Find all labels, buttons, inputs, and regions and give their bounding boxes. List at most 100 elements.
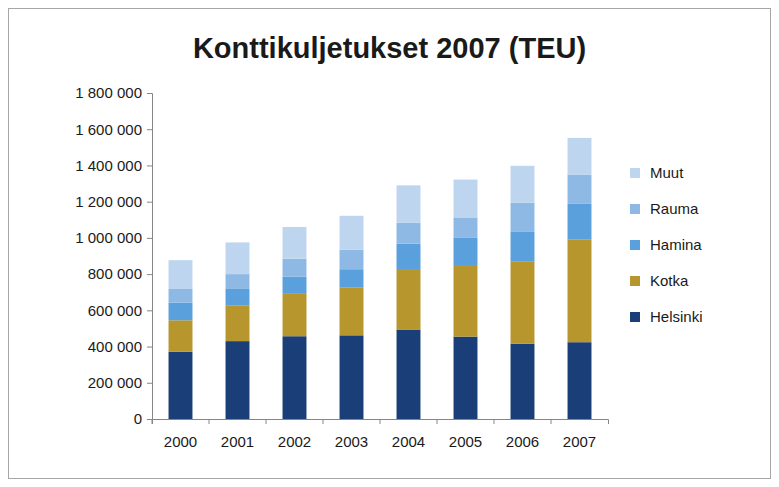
bar — [397, 244, 421, 269]
x-tick-mark — [209, 419, 210, 424]
x-tick: 2006 — [494, 419, 539, 450]
legend-item: Hamina — [630, 236, 702, 253]
plot: 0 200 000 400 000 600 000 800 000 1 000 000 1 … — [75, 84, 608, 449]
y-tick-label: 0 — [134, 410, 142, 427]
legend-item: Kotka — [630, 272, 689, 289]
bar — [568, 175, 592, 204]
legend-item: Rauma — [630, 200, 699, 217]
legend-label: Rauma — [650, 200, 699, 217]
y-tick: 1 800 000 — [75, 84, 152, 101]
y-tick: 600 000 — [88, 302, 152, 319]
x-tick-mark — [380, 419, 381, 424]
x-tick: 2000 — [152, 419, 197, 450]
y-tick-label: 1 400 000 — [75, 157, 142, 174]
y-tick-mark — [147, 347, 152, 348]
bar — [283, 336, 307, 419]
legend: Muut Rauma Hamina Kotka Helsinki — [630, 164, 703, 325]
x-tick-label: 2003 — [335, 433, 368, 450]
x-tick-label: 2005 — [449, 433, 482, 450]
bar — [169, 320, 193, 351]
y-tick-label: 200 000 — [88, 374, 142, 391]
y-tick-mark — [147, 419, 152, 420]
bar — [340, 335, 364, 419]
legend-swatch — [630, 240, 640, 250]
bar — [340, 250, 364, 270]
bar — [340, 216, 364, 250]
x-tick: 2003 — [323, 419, 368, 450]
x-tick-label: 2006 — [506, 433, 539, 450]
y-tick-label: 1 200 000 — [75, 193, 142, 210]
y-tick: 1 400 000 — [75, 157, 152, 174]
x-tick-label: 2007 — [563, 433, 596, 450]
x-tick: 2005 — [437, 419, 482, 450]
bar — [454, 266, 478, 337]
bar — [283, 293, 307, 336]
y-tick: 200 000 — [88, 374, 152, 391]
legend-label: Kotka — [650, 272, 689, 289]
bar — [226, 341, 250, 419]
chart-border — [9, 9, 771, 479]
bar — [397, 330, 421, 419]
bar — [283, 277, 307, 293]
y-tick: 1 200 000 — [75, 193, 152, 210]
y-axis-line — [147, 94, 153, 420]
bar — [169, 289, 193, 303]
y-tick-mark — [147, 383, 152, 384]
bar — [226, 305, 250, 341]
x-tick-label: 2004 — [392, 433, 425, 450]
bar — [511, 262, 535, 344]
x-tick-mark — [437, 419, 438, 424]
bar — [340, 269, 364, 287]
bar — [568, 240, 592, 343]
legend-item: Muut — [630, 164, 684, 181]
y-tick-label: 1 000 000 — [75, 229, 142, 246]
chart: Konttikuljetukset 2007 (TEU) 0 200 000 400 … — [0, 0, 779, 487]
x-tick-label: 2001 — [221, 433, 254, 450]
bar — [568, 138, 592, 175]
bar — [283, 227, 307, 259]
legend-label: Hamina — [650, 236, 702, 253]
bar — [226, 289, 250, 305]
bar — [283, 259, 307, 277]
bar — [454, 217, 478, 237]
y-tick-mark — [147, 129, 152, 130]
bar — [397, 223, 421, 244]
y-tick-label: 600 000 — [88, 302, 142, 319]
legend-item: Helsinki — [630, 308, 703, 325]
y-tick-label: 1 800 000 — [75, 84, 142, 101]
x-axis-line — [153, 420, 609, 425]
bar — [169, 352, 193, 419]
legend-swatch — [630, 204, 640, 214]
y-tick: 400 000 — [88, 338, 152, 355]
bar — [511, 232, 535, 262]
bar — [340, 288, 364, 336]
bar — [169, 303, 193, 321]
bar — [226, 274, 250, 289]
bar — [511, 203, 535, 232]
y-tick: 1 000 000 — [75, 229, 152, 246]
series — [169, 138, 592, 289]
y-tick-mark — [147, 93, 152, 94]
x-tick: 2007 — [551, 419, 596, 450]
bar — [397, 269, 421, 329]
y-tick-label: 400 000 — [88, 338, 142, 355]
bar — [397, 185, 421, 222]
y-tick-label: 800 000 — [88, 265, 142, 282]
title: Konttikuljetukset 2007 (TEU) — [193, 32, 586, 64]
bar — [454, 337, 478, 419]
y-tick-label: 1 600 000 — [75, 121, 142, 138]
x-tick-label: 2000 — [164, 433, 197, 450]
bar — [511, 344, 535, 419]
legend-swatch — [630, 312, 640, 322]
bar — [568, 204, 592, 240]
x-tick-mark — [266, 419, 267, 424]
x-tick-mark — [551, 419, 552, 424]
legend-swatch — [630, 276, 640, 286]
bar — [454, 180, 478, 218]
y-tick-mark — [147, 202, 152, 203]
x-tick: 2002 — [266, 419, 311, 450]
legend-swatch — [630, 168, 640, 178]
y-tick-mark — [147, 310, 152, 311]
x-tick-mark — [152, 419, 153, 424]
y-tick-mark — [147, 165, 152, 166]
